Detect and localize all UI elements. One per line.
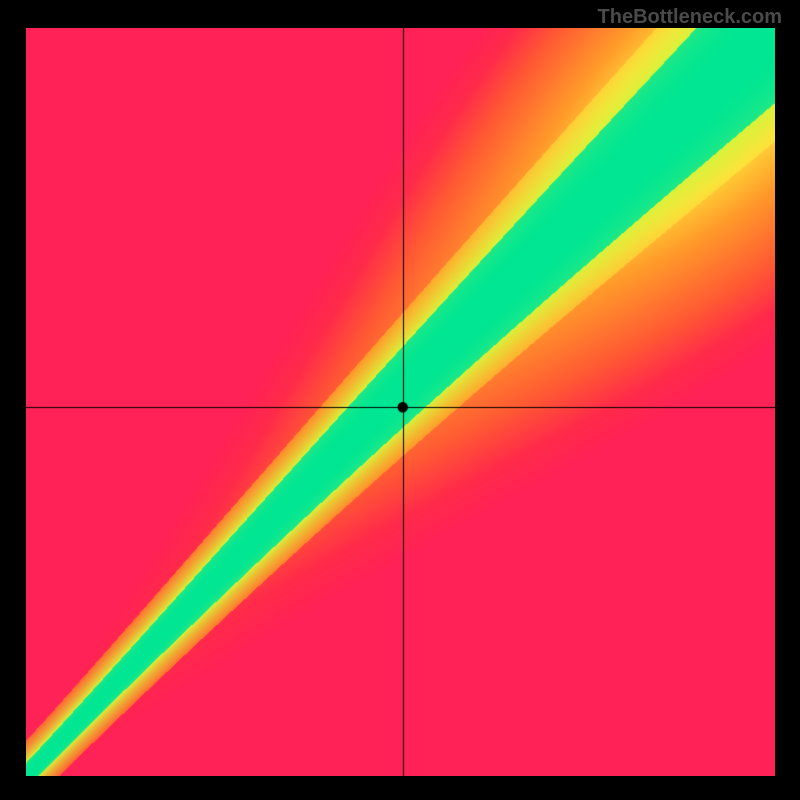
bottleneck-heatmap-plot: [26, 28, 775, 776]
chart-container: { "watermark": { "text": "TheBottleneck.…: [0, 0, 800, 800]
watermark-text: TheBottleneck.com: [598, 6, 782, 29]
heatmap-canvas: [26, 28, 775, 776]
